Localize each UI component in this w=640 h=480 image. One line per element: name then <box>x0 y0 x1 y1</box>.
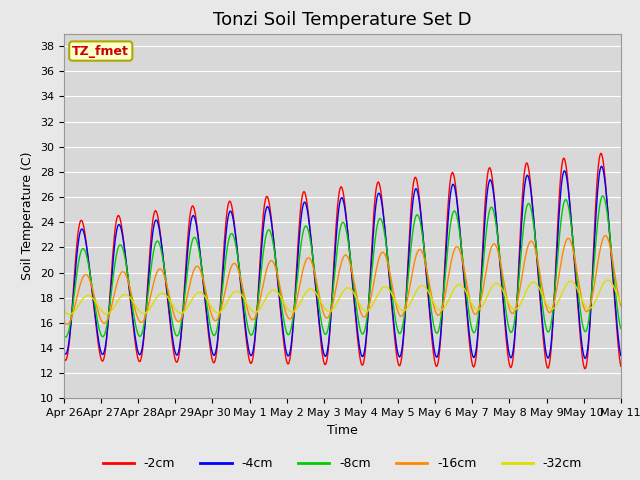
-2cm <box>184 233 192 239</box>
-8cm <box>617 326 625 332</box>
-8cm <box>60 333 68 338</box>
Legend: -2cm, -4cm, -8cm, -16cm, -32cm: -2cm, -4cm, -8cm, -16cm, -32cm <box>97 452 588 475</box>
-16cm <box>602 233 609 239</box>
Line: -16cm: -16cm <box>64 236 621 324</box>
-16cm <box>185 287 193 293</box>
-16cm <box>60 318 68 324</box>
-32cm <box>185 302 193 308</box>
Line: -8cm: -8cm <box>64 196 621 337</box>
-8cm <box>185 259 193 264</box>
-32cm <box>428 294 435 300</box>
Title: Tonzi Soil Temperature Set D: Tonzi Soil Temperature Set D <box>213 11 472 29</box>
-2cm <box>426 319 434 325</box>
-16cm <box>617 303 625 309</box>
-16cm <box>214 315 222 321</box>
-2cm <box>617 363 625 369</box>
-32cm <box>411 291 419 297</box>
-16cm <box>128 294 136 300</box>
-4cm <box>426 313 434 319</box>
-32cm <box>65 312 73 317</box>
Line: -2cm: -2cm <box>64 154 621 369</box>
-8cm <box>599 193 607 199</box>
-32cm <box>71 308 79 313</box>
-4cm <box>598 163 605 169</box>
-32cm <box>617 300 625 306</box>
-4cm <box>581 356 589 361</box>
Y-axis label: Soil Temperature (C): Soil Temperature (C) <box>22 152 35 280</box>
-16cm <box>411 258 419 264</box>
X-axis label: Time: Time <box>327 424 358 437</box>
Text: TZ_fmet: TZ_fmet <box>72 45 129 58</box>
-4cm <box>70 284 78 290</box>
-2cm <box>127 307 135 312</box>
-2cm <box>581 366 589 372</box>
Line: -32cm: -32cm <box>64 280 621 314</box>
-4cm <box>60 349 68 355</box>
-2cm <box>410 177 418 183</box>
-4cm <box>617 353 625 359</box>
-8cm <box>214 321 222 326</box>
Line: -4cm: -4cm <box>64 166 621 359</box>
-2cm <box>60 356 68 361</box>
-2cm <box>70 277 78 283</box>
-8cm <box>61 334 69 340</box>
-32cm <box>604 277 611 283</box>
-8cm <box>411 217 419 223</box>
-4cm <box>214 339 221 345</box>
-4cm <box>410 191 418 197</box>
-8cm <box>128 302 136 308</box>
-16cm <box>428 290 435 296</box>
-32cm <box>60 308 68 314</box>
-16cm <box>63 322 71 327</box>
-4cm <box>127 304 135 310</box>
-4cm <box>184 245 192 251</box>
-8cm <box>71 287 79 292</box>
-16cm <box>71 303 79 309</box>
-2cm <box>597 151 605 156</box>
-32cm <box>128 298 136 303</box>
-8cm <box>428 305 435 311</box>
-2cm <box>214 343 221 348</box>
-32cm <box>214 310 222 315</box>
